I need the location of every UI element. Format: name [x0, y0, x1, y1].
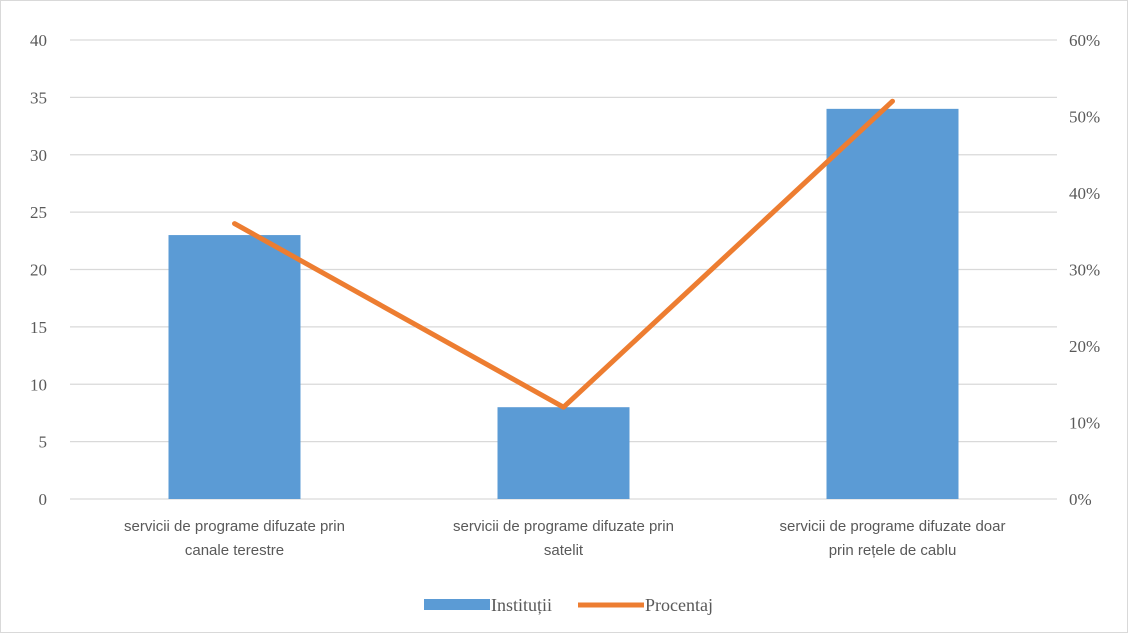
left-tick-label: 25: [30, 203, 47, 222]
category-labels: servicii de programe difuzate prin canale…: [124, 518, 1005, 559]
percent-line-path: [235, 101, 893, 407]
category-label: satelit: [544, 542, 584, 559]
left-tick-label: 10: [30, 375, 47, 394]
category-label: servicii de programe difuzate doar: [780, 518, 1006, 535]
left-tick-label: 40: [30, 31, 47, 50]
bar: [827, 109, 959, 499]
right-tick-label: 60%: [1069, 31, 1100, 50]
left-tick-label: 30: [30, 146, 47, 165]
left-axis-ticks: 0 5 10 15 20 25 30 35 40: [30, 31, 47, 509]
category-label: prin rețele de cablu: [829, 542, 957, 559]
right-tick-label: 0%: [1069, 490, 1092, 509]
right-tick-label: 50%: [1069, 108, 1100, 127]
left-tick-label: 0: [39, 490, 48, 509]
bars: [169, 109, 959, 499]
left-tick-label: 5: [39, 433, 48, 452]
bar: [498, 407, 630, 499]
legend-label-bar: Instituții: [491, 595, 552, 615]
category-label: servicii de programe difuzate prin: [124, 518, 345, 535]
percent-line: [235, 101, 893, 407]
bar: [169, 235, 301, 499]
legend-label-line: Procentaj: [645, 595, 713, 615]
category-label: servicii de programe difuzate prin: [453, 518, 674, 535]
right-axis-ticks: 0% 10% 20% 30% 40% 50% 60%: [1069, 31, 1100, 509]
legend-swatch-bar: [424, 599, 490, 610]
right-tick-label: 40%: [1069, 184, 1100, 203]
left-tick-label: 35: [30, 88, 47, 107]
left-tick-label: 15: [30, 318, 47, 337]
left-tick-label: 20: [30, 261, 47, 280]
category-label: canale terestre: [185, 542, 284, 559]
right-tick-label: 10%: [1069, 414, 1100, 433]
legend: Instituții Procentaj: [424, 595, 713, 615]
right-tick-label: 20%: [1069, 337, 1100, 356]
right-tick-label: 30%: [1069, 261, 1100, 280]
